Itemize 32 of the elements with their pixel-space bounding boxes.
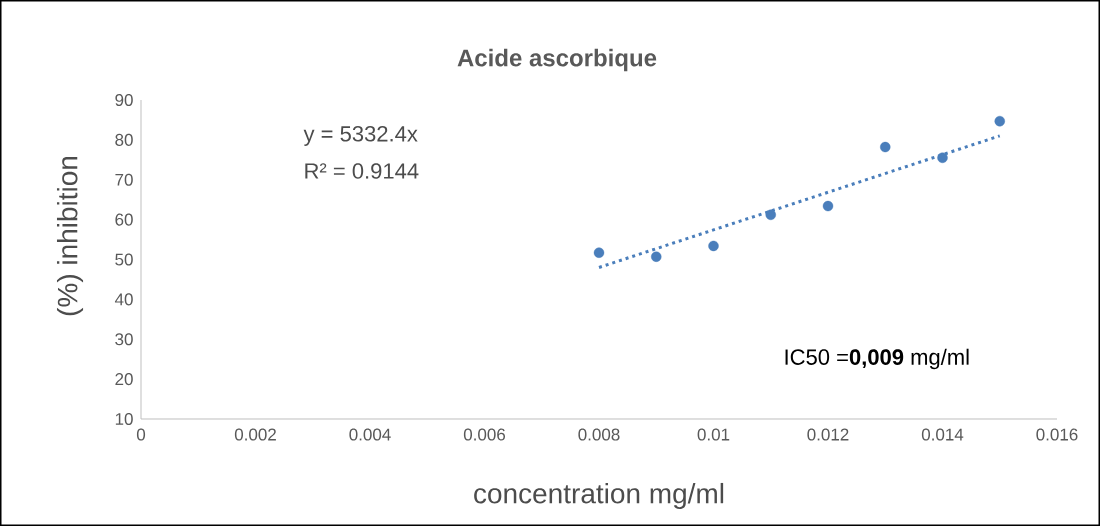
x-tick-label: 0.002 bbox=[234, 428, 276, 441]
x-tick-label: 0.01 bbox=[697, 428, 730, 441]
x-tick-label: 0.016 bbox=[1036, 428, 1078, 441]
annotation: y = 5332.4x bbox=[303, 126, 418, 146]
y-axis-title: (%) inhibition bbox=[56, 156, 84, 316]
point bbox=[651, 251, 662, 262]
point bbox=[880, 141, 891, 153]
y-tick-label: 90 bbox=[115, 93, 133, 107]
annotation: IC50 =0,009 mg/ml bbox=[785, 348, 969, 370]
point bbox=[765, 209, 776, 221]
point bbox=[994, 115, 1005, 127]
y-tick-label: 60 bbox=[115, 213, 133, 226]
x-tick-label: 0.008 bbox=[578, 428, 620, 441]
x-tick-label: 0.006 bbox=[463, 428, 506, 441]
y-tick-label: 30 bbox=[115, 333, 133, 346]
y-tick-label: 70 bbox=[115, 173, 133, 186]
point bbox=[708, 240, 719, 252]
y-tick-label: 10 bbox=[115, 412, 133, 426]
y-tick-label: 80 bbox=[115, 133, 133, 146]
point bbox=[937, 152, 948, 164]
x-axis-title: concentration mg/ml bbox=[474, 482, 724, 510]
y-tick-label: 50 bbox=[115, 253, 133, 266]
x-tick-label: 0.004 bbox=[349, 428, 391, 441]
y-tick-label: 40 bbox=[114, 293, 133, 306]
point bbox=[822, 200, 834, 212]
y-tick-label: 20 bbox=[115, 373, 133, 386]
chart-title: Acide ascorbique bbox=[457, 48, 657, 72]
x-tick-label: 0.014 bbox=[921, 428, 964, 441]
x-tick-label: 0 bbox=[136, 428, 146, 441]
annotation: R² = 0.9144 bbox=[305, 163, 419, 179]
point bbox=[593, 247, 605, 258]
x-tick-label: 0.012 bbox=[807, 428, 849, 441]
